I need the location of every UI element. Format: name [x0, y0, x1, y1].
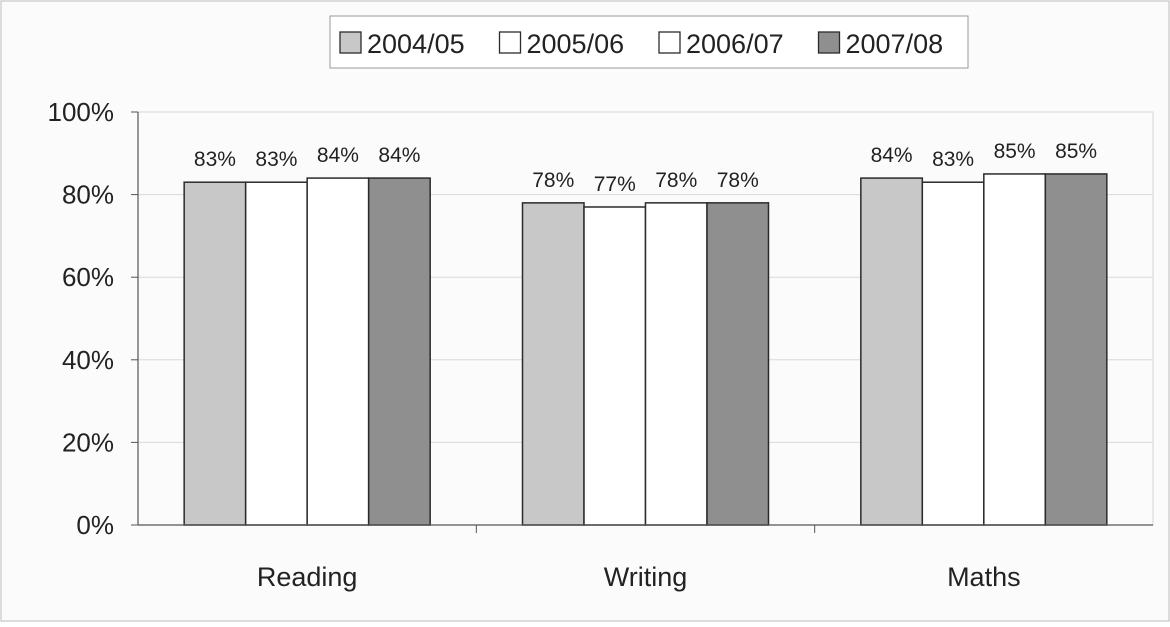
bar [244, 181, 308, 526]
bar [521, 202, 585, 526]
data-label: 83% [255, 148, 297, 171]
data-label: 83% [932, 148, 974, 171]
legend-label: 2004/05 [367, 29, 465, 59]
data-label: 84% [317, 144, 359, 167]
data-label: 78% [655, 169, 697, 192]
x-axis: Reading Writing Maths [138, 524, 1153, 592]
y-tick-label: 80% [62, 180, 114, 210]
x-category-label: Reading [257, 562, 358, 592]
data-label: 78% [717, 169, 759, 192]
y-tick-label: 20% [62, 427, 114, 457]
bar [306, 177, 370, 526]
y-tick-label: 100% [48, 97, 115, 127]
bar [860, 177, 924, 526]
x-category-label: Maths [947, 562, 1021, 592]
data-label: 83% [194, 148, 236, 171]
legend-swatch [498, 31, 522, 54]
y-tick-label: 40% [62, 345, 114, 375]
bars [183, 173, 1108, 526]
bar [644, 202, 708, 526]
legend-label: 2006/07 [686, 29, 784, 59]
data-label: 85% [994, 140, 1036, 163]
legend-label: 2007/08 [846, 29, 944, 59]
data-labels: 83% 83% 84% 84% 78% 77% 78% 78% 84% 83% 85% 85% [194, 140, 1097, 196]
y-tick-label: 60% [62, 262, 114, 292]
bar [1044, 173, 1108, 526]
bar [921, 181, 985, 526]
x-category-label: Writing [604, 562, 688, 592]
legend: 2004/05 2005/06 2006/07 2007/08 [329, 15, 969, 69]
data-label: 84% [378, 144, 420, 167]
bar [183, 181, 247, 526]
y-axis: 0% 20% 40% 60% 80% 100% [48, 97, 139, 540]
legend-swatch [817, 31, 841, 54]
bar [983, 173, 1047, 526]
legend-box [329, 15, 969, 69]
legend-swatch [658, 31, 681, 54]
bar [706, 202, 770, 526]
data-label: 84% [871, 144, 913, 167]
data-label: 78% [532, 169, 574, 192]
bar [367, 177, 431, 526]
data-label: 77% [594, 173, 636, 196]
legend-swatch [339, 31, 362, 54]
data-label: 85% [1055, 140, 1097, 163]
legend-label: 2005/06 [527, 29, 625, 59]
y-tick-label: 0% [76, 510, 114, 540]
bar [583, 206, 647, 526]
